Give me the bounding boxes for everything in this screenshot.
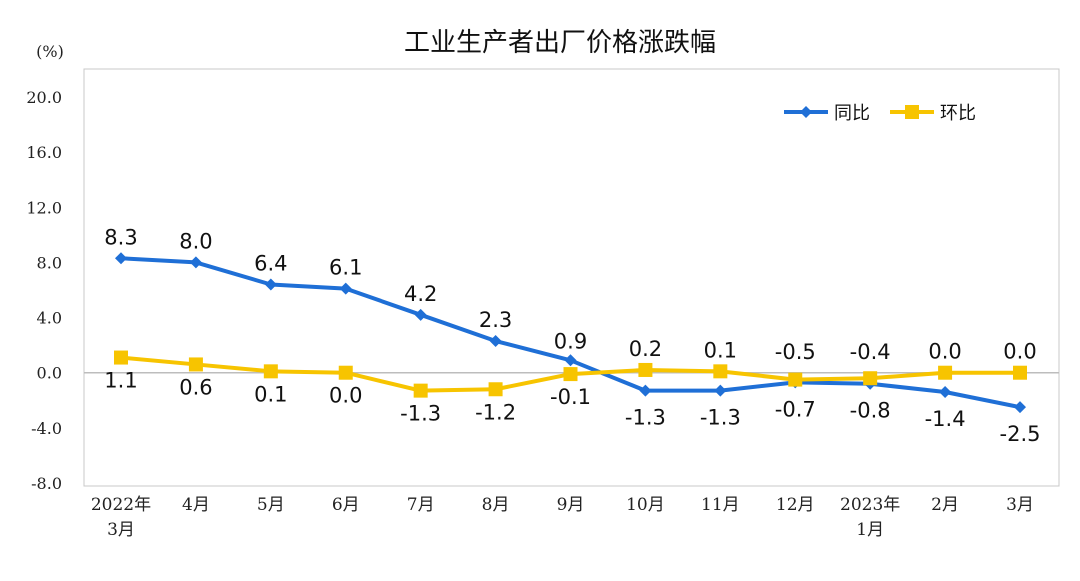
data-point-marker	[563, 367, 578, 382]
data-point-marker	[489, 335, 502, 348]
x-category-label: 5月	[257, 495, 285, 515]
data-point-marker	[788, 372, 803, 387]
data-point-marker	[114, 350, 128, 365]
y-tick-label: 16.0	[26, 143, 62, 162]
data-label: -1.2	[475, 400, 516, 424]
data-label: 1.1	[104, 369, 137, 393]
x-category-label: 6月	[332, 495, 360, 515]
data-point-marker	[414, 308, 427, 321]
data-label: -1.3	[400, 402, 441, 426]
y-axis-unit-label: (%)	[36, 42, 64, 61]
data-label: -0.4	[850, 340, 891, 364]
data-label: -1.3	[700, 406, 741, 430]
x-category-label: 7月	[407, 495, 435, 515]
data-label: 2.3	[479, 308, 512, 332]
data-label: 0.0	[329, 384, 362, 408]
x-category-label: 2022年	[91, 495, 151, 515]
data-label: 0.9	[554, 329, 587, 353]
x-category-label: 8月	[482, 495, 510, 515]
data-point-marker	[264, 278, 277, 291]
legend-label: 环比	[940, 103, 976, 124]
y-tick-label: 12.0	[26, 198, 62, 217]
data-point-marker	[263, 364, 278, 379]
data-point-marker	[939, 386, 952, 399]
data-point-marker	[1013, 365, 1027, 380]
legend-swatch-marker	[905, 105, 919, 119]
data-point-marker	[338, 365, 353, 380]
data-label: 0.0	[928, 340, 961, 364]
data-label: -0.7	[775, 397, 816, 421]
x-axis-categories: 2022年 3月 4月 5月 6月 7月 8月 9月 10月 11月 12月 2023年 1月 2月 3月	[91, 495, 1034, 540]
data-point-marker	[1014, 401, 1026, 414]
data-point-marker	[639, 384, 652, 397]
x-category-label: 3月	[1006, 495, 1034, 515]
data-label: -1.3	[625, 406, 666, 430]
data-point-marker	[714, 384, 727, 397]
y-tick-label: -4.0	[31, 419, 62, 438]
legend-swatch-marker	[800, 106, 812, 118]
data-label: 0.2	[629, 337, 662, 361]
data-label: 6.1	[329, 256, 362, 280]
legend-label: 同比	[834, 103, 870, 124]
data-point-marker	[189, 256, 202, 269]
plot-area-frame	[83, 68, 1060, 487]
y-tick-label: -8.0	[31, 474, 62, 493]
data-label: 0.6	[179, 375, 212, 399]
data-point-marker	[638, 362, 653, 377]
data-point-marker	[488, 382, 503, 397]
data-label: 4.2	[404, 282, 437, 306]
data-label: 0.1	[704, 338, 737, 362]
x-category-label: 9月	[557, 495, 585, 515]
data-point-marker	[938, 365, 953, 380]
y-tick-label: 0.0	[37, 364, 62, 383]
data-point-marker	[339, 282, 352, 295]
series-yoy: 8.3 8.0 6.4 6.1 4.2 2.3 0.9 -1.3 -1.3 -0.7 -0.8 -1.…	[104, 225, 1040, 446]
data-point-marker	[188, 357, 203, 372]
y-tick-label: 4.0	[37, 309, 62, 328]
chart-title: 工业生产者出厂价格涨跌幅	[404, 28, 716, 58]
data-label: 8.3	[104, 225, 137, 249]
x-category-label: 3月	[107, 520, 135, 540]
data-label: -0.1	[550, 385, 591, 409]
x-category-label: 4月	[182, 495, 210, 515]
x-category-label: 11月	[701, 495, 740, 515]
x-category-label: 2023年	[840, 495, 900, 515]
data-label: 0.0	[1003, 340, 1036, 364]
data-point-marker	[413, 383, 428, 398]
x-category-label: 2月	[931, 495, 959, 515]
y-axis-ticks: 20.0 16.0 12.0 8.0 4.0 0.0 -4.0 -8.0	[26, 88, 62, 493]
data-point-marker	[863, 371, 878, 386]
data-label: -1.4	[925, 407, 966, 431]
y-tick-label: 20.0	[26, 88, 62, 107]
data-label: -0.5	[775, 340, 816, 364]
data-point-marker	[564, 354, 577, 367]
data-point-marker	[115, 252, 127, 265]
data-label: 6.4	[254, 251, 287, 275]
data-point-marker	[713, 364, 728, 379]
data-label: -2.5	[1000, 422, 1041, 446]
x-category-label: 12月	[776, 495, 815, 515]
data-label: -0.8	[850, 399, 891, 423]
series-layer: 8.3 8.0 6.4 6.1 4.2 2.3 0.9 -1.3 -1.3 -0.7 -0.8 -1.…	[104, 225, 1040, 446]
data-label: 8.0	[179, 229, 212, 253]
data-label: 0.1	[254, 382, 287, 406]
chart-legend: 同比 环比	[784, 103, 976, 124]
x-category-label: 1月	[856, 520, 884, 540]
y-tick-label: 8.0	[37, 253, 62, 272]
x-category-label: 10月	[626, 495, 665, 515]
series-mom: 1.1 0.6 0.1 0.0 -1.3 -1.2 -0.1 0.2 0.1 -0.5 -0.4 0.…	[104, 337, 1036, 426]
